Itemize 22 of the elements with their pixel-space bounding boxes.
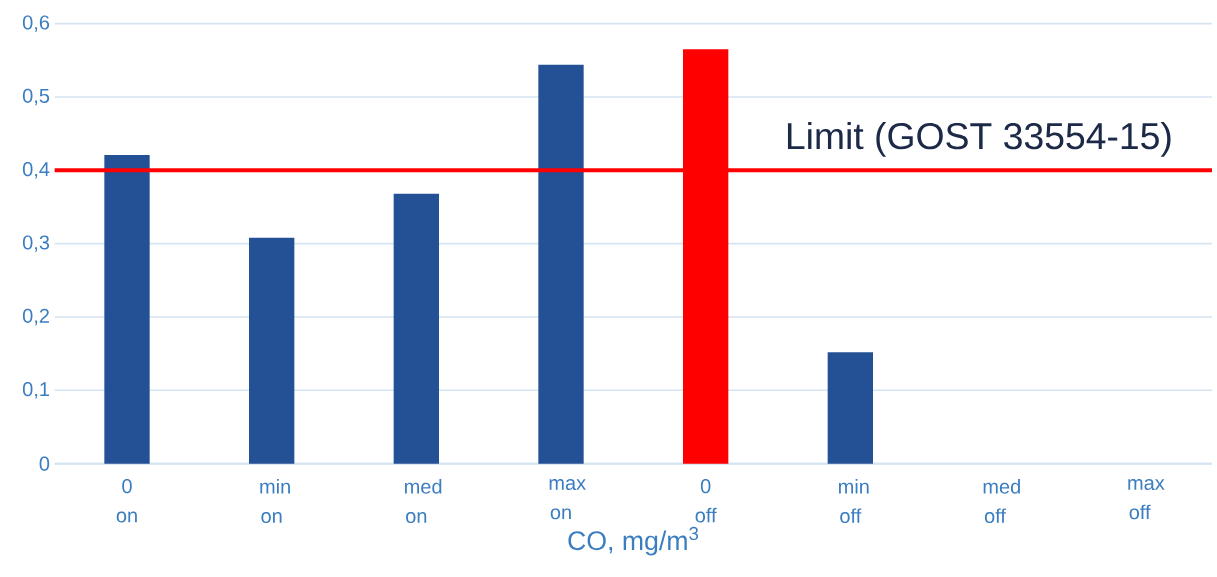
x-tick-label: med off <box>983 479 1020 524</box>
x-tick-label: min on <box>260 479 290 524</box>
ref-line-label: Limit (GOST 33554-15) <box>787 121 1171 157</box>
y-tick-label: 0,5 <box>22 88 50 106</box>
y-tick-label: 0,3 <box>22 235 50 252</box>
x-axis-title: CO, mg/m$^{3}$ <box>568 526 699 556</box>
y-tick-label: 0,4 <box>22 162 50 179</box>
x-tick-label: max on <box>549 479 586 520</box>
y-tick-label: 0,2 <box>22 308 49 326</box>
bar <box>827 352 873 464</box>
x-tick-label: 0 on <box>116 479 137 523</box>
y-tick-label: 0,1 <box>22 382 49 399</box>
x-tick-label: 0 off <box>695 479 717 523</box>
y-tick-label: 0 <box>39 456 50 471</box>
x-tick-label: min off <box>838 479 869 524</box>
x-tick-label: med on <box>404 479 442 524</box>
bar <box>104 154 150 464</box>
x-tick-label: max off <box>1128 479 1165 520</box>
bar <box>393 193 440 464</box>
bar <box>249 237 295 464</box>
bar <box>538 64 584 464</box>
y-tick-label: 0,6 <box>22 15 50 32</box>
